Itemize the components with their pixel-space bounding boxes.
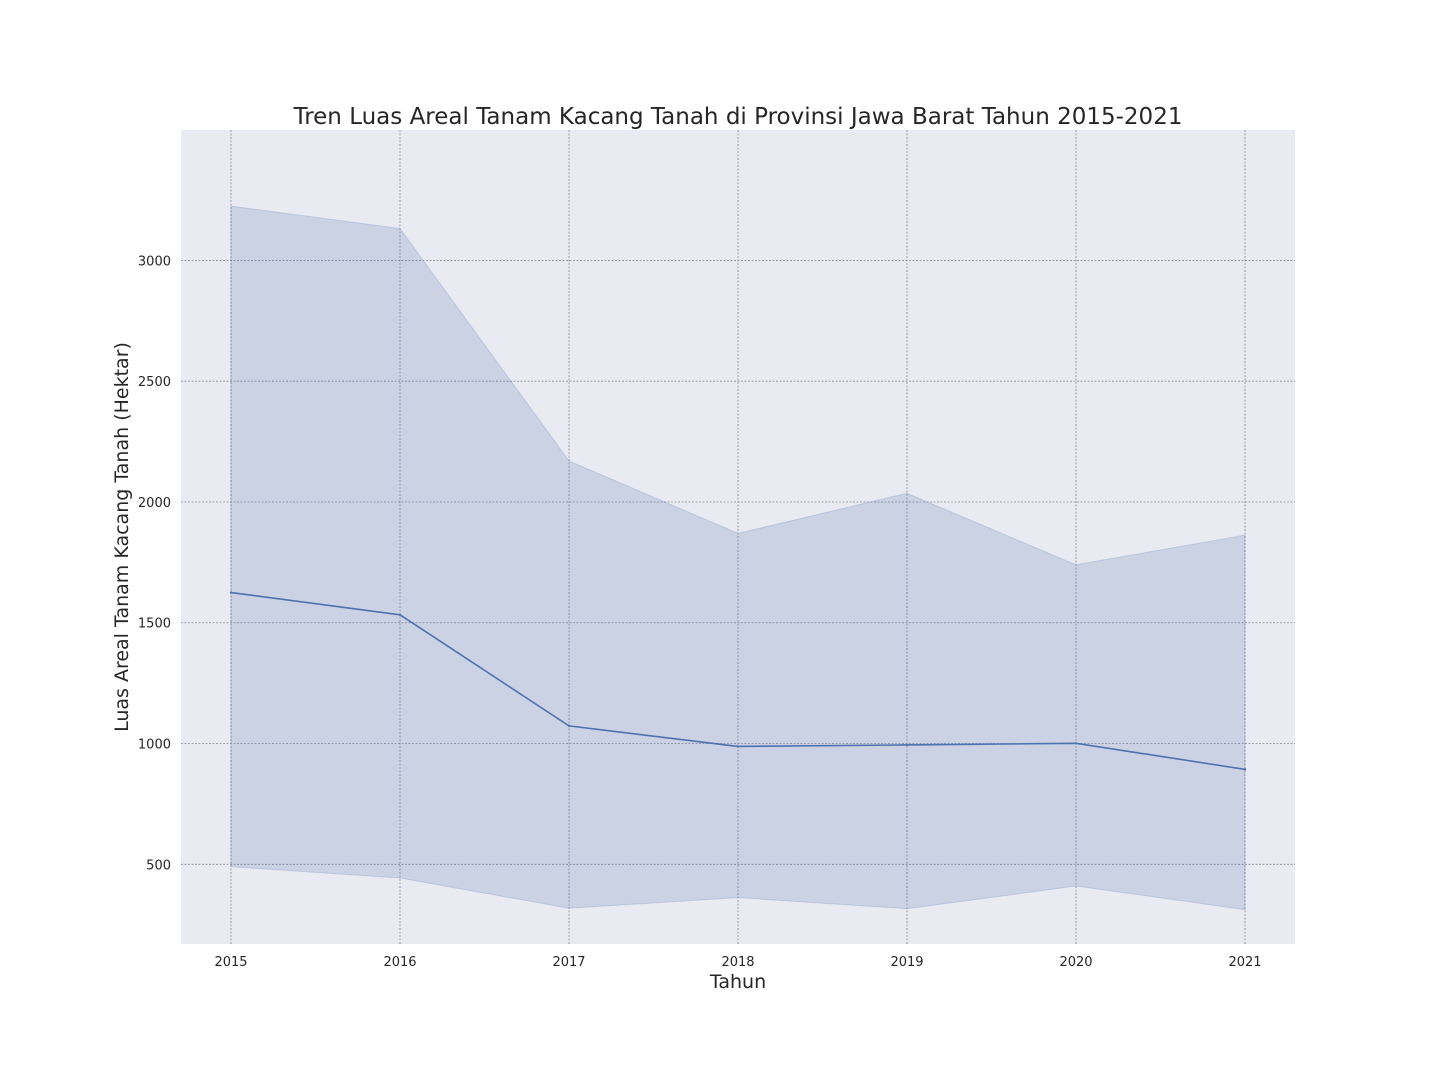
data-point <box>1243 768 1247 771</box>
y-tick-label: 2000 <box>138 496 171 511</box>
axis-ticks: 500 1000 1500 2000 2500 3000 2015 2016 2017 2018 2… <box>138 254 1262 970</box>
data-point <box>1074 742 1078 745</box>
y-tick-label: 3000 <box>138 254 171 269</box>
data-point <box>398 613 402 616</box>
data-point <box>905 743 909 747</box>
x-tick-label: 2021 <box>1228 955 1261 970</box>
confidence-band <box>230 205 1246 911</box>
chart-title: Tren Luas Areal Tanam Kacang Tanah di Pr… <box>293 104 1183 130</box>
data-point <box>229 591 233 594</box>
data-point <box>736 745 740 748</box>
data-series <box>229 591 1247 771</box>
y-tick-label: 2500 <box>138 375 171 390</box>
y-tick-label: 1500 <box>138 617 171 632</box>
x-tick-label: 2017 <box>552 955 585 970</box>
x-tick-label: 2019 <box>890 955 923 970</box>
x-axis-title: Tahun <box>709 971 766 993</box>
x-tick-label: 2016 <box>383 955 416 970</box>
x-tick-label: 2018 <box>721 955 754 970</box>
x-tick-label: 2015 <box>214 955 247 970</box>
y-axis-title: Luas Areal Tanam Kacang Tanah (Hektar) <box>111 342 133 732</box>
grid <box>181 130 1295 944</box>
confidence-band-area <box>230 205 1246 911</box>
y-tick-label: 500 <box>146 858 171 873</box>
data-point <box>567 724 571 728</box>
x-tick-label: 2020 <box>1059 955 1092 970</box>
y-tick-label: 1000 <box>138 738 171 753</box>
